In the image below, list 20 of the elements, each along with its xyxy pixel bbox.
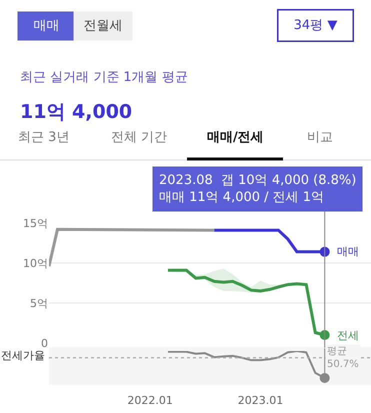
text: 최근 3년: [18, 130, 70, 145]
ref-line-label: 평균 50.7%: [327, 346, 359, 370]
text: 2023.08 갭 10억 4,000 (8.8%) 매매 11억 4,000 / 전세 1억: [159, 173, 356, 205]
text: 34평 ▼: [294, 18, 338, 33]
text: 비교: [307, 130, 333, 145]
y-tick-label: 10억: [23, 256, 48, 270]
series-label: 매매: [337, 245, 359, 258]
chart-subtitle: 11억 4,000: [20, 101, 132, 123]
text: 전월세: [84, 18, 122, 34]
y-tick-label: 15억: [23, 216, 48, 230]
text: 전체 기간: [111, 130, 168, 145]
chart-title: 최근 실거래 기준 1개월 평균: [20, 70, 188, 85]
y-tick-label: 5억: [30, 296, 48, 310]
x-tick-label: 2023.01: [238, 394, 284, 407]
series-label: 전세: [337, 329, 359, 342]
y-tick-label: 0: [41, 336, 48, 350]
text: 매매: [34, 18, 60, 34]
x-tick-label: 2022.01: [127, 394, 173, 407]
y-axis-title: 전세가율: [1, 349, 45, 362]
text: 매매/전세: [207, 130, 264, 145]
